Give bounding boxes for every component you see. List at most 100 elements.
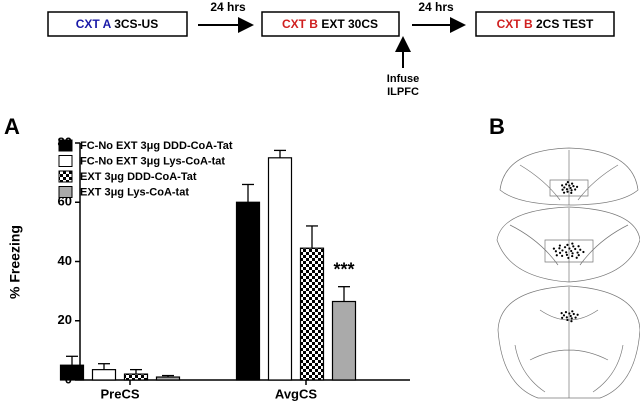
infusion-site [561,249,564,252]
infusion-site [554,250,557,253]
step-label: 2CS TEST [536,17,594,31]
infusion-site [555,254,558,257]
infusion-site [574,316,577,319]
infusion-site [568,312,571,315]
infusion-site [570,191,573,194]
infusion-site [569,186,572,190]
infusion-site [567,256,570,260]
infusion-site [560,312,563,315]
infusion-site [563,186,566,189]
infusion-site [574,188,577,191]
infusion-site [571,252,574,255]
context: CXT B [282,17,318,31]
step-box [261,11,400,37]
infusion-site [570,249,573,253]
y-tick-label: 20 [58,312,72,327]
legend-label: FC-No EXT 3μg DDD-CoA-Tat [80,140,233,152]
infusion-site [565,251,568,254]
infusion-site [569,314,572,318]
annotation: *** [333,259,354,279]
infusion-site [566,181,569,184]
infusion-site [561,254,564,257]
bar [91,369,117,381]
step-text: CXT B 2CS TEST [497,17,594,31]
bar [331,300,357,381]
infusion-site [558,247,561,250]
legend-swatch [58,155,73,167]
infusion-site [566,318,569,322]
section-detail [509,208,629,282]
infusion-site [571,254,574,258]
y-axis-label: % Freezing [7,225,23,299]
infusion-site [563,246,567,249]
plot: 020406080PreCSAvgCS***FC-No EXT 3μg DDD-… [58,134,357,401]
interval: 24 hrs [210,0,246,14]
infusion-site [572,185,575,188]
section-detail [519,150,619,205]
infusion-site [570,320,573,323]
infusion-site [561,188,564,191]
legend-swatch [58,186,73,198]
infusion-site [568,247,571,250]
infusion-site [561,184,564,187]
infusion-label: ILPFC [387,86,419,98]
bar [299,247,325,381]
step-box [475,11,615,37]
infusion-site [558,251,562,254]
legend-swatch [58,170,73,183]
panel-letter: B [489,114,505,139]
step-box [47,11,188,37]
infusion-site [582,250,585,254]
infusion-site [562,191,566,194]
infusion-site [572,312,575,316]
infusion-site [564,311,568,314]
infusion-site [552,247,556,250]
infusion-label: Infuse [387,73,419,85]
infusion-site [572,245,575,248]
infusion-site [558,244,561,247]
bar [155,376,181,381]
infusion-site [570,182,574,185]
step-text: CXT B EXT 30CS [282,17,378,31]
legend-label: EXT 3μg DDD-CoA-Tat [80,171,197,183]
infusion-site [571,310,574,313]
infusion-site [574,247,577,251]
bar [123,373,149,381]
infusion-site [576,251,579,254]
step-label: EXT 30CS [321,17,378,31]
infusion-site [570,189,573,192]
legend-label: FC-No EXT 3μg Lys-CoA-tat [80,155,225,167]
infusion-site [579,248,582,251]
infusion-site [566,190,569,193]
infusion-site [568,184,571,187]
infusion-site [562,314,566,317]
infusion-site [571,242,574,245]
x-tick-label: PreCS [100,386,139,401]
y-tick-label: 40 [58,253,72,268]
context: CXT B [497,17,533,31]
infusion-site [561,316,564,319]
infusion-site [570,317,573,320]
infusion-site [565,316,568,319]
infusion-site [576,313,579,316]
section-outline [496,206,640,283]
brain-sections [496,147,640,399]
infusion-site [575,185,579,188]
infusion-site [565,183,568,186]
bar [267,157,293,381]
step-label: 3CS-US [114,17,158,31]
infusion-site [575,256,578,259]
infusion-site [566,243,569,246]
infusion-site [577,254,580,257]
x-tick-label: AvgCS [275,386,317,401]
infusion-site [565,188,569,191]
bar [59,364,85,381]
section-outline [499,147,639,206]
legend-swatch [58,139,73,152]
interval: 24 hrs [418,0,454,14]
step-text: CXT A 3CS-US [76,17,158,31]
section-detail [514,287,624,398]
infusion-site [577,245,580,248]
